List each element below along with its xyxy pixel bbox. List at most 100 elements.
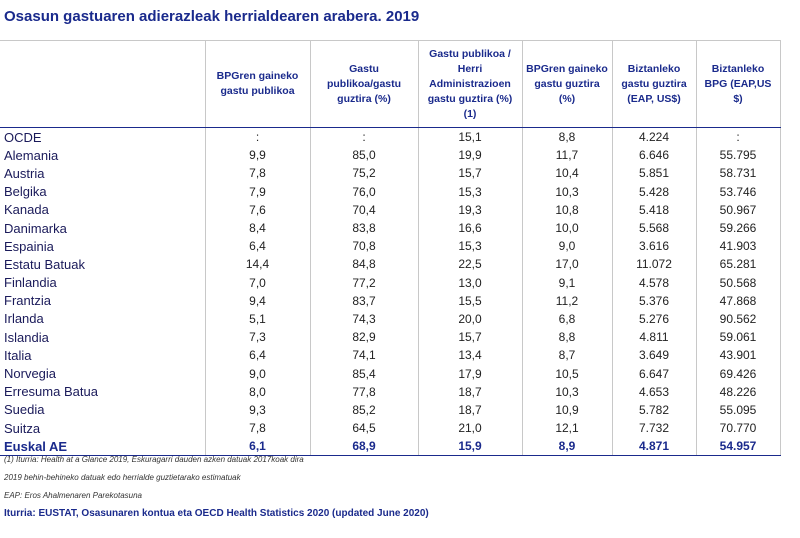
row-label: Belgika bbox=[0, 182, 206, 201]
row-label: Islandia bbox=[0, 328, 206, 347]
row-label: Erresuma Batua bbox=[0, 382, 206, 401]
row-label: Italia bbox=[0, 346, 206, 365]
row-label: Suitza bbox=[0, 419, 206, 438]
cell: 59.061 bbox=[695, 328, 781, 347]
cell: 70,8 bbox=[309, 237, 419, 256]
cell: 70,4 bbox=[309, 200, 419, 219]
cell: 84,8 bbox=[309, 255, 419, 274]
cell: 8,8 bbox=[521, 328, 613, 347]
cell: 82,9 bbox=[309, 328, 419, 347]
row-label: OCDE bbox=[0, 127, 206, 147]
cell: 7,6 bbox=[204, 200, 311, 219]
cell: 6,8 bbox=[521, 309, 613, 329]
cell: 5.376 bbox=[611, 291, 697, 310]
cell: 65.281 bbox=[695, 255, 781, 274]
cell: 6,4 bbox=[204, 237, 311, 256]
table-row: Espainia 6,4 70,8 15,3 9,0 3.616 41.903 bbox=[0, 237, 781, 256]
cell: 10,0 bbox=[521, 218, 613, 238]
cell: 15,1 bbox=[417, 127, 523, 147]
footnote: EAP: Eros Ahalmenaren Parekotasuna bbox=[4, 491, 143, 500]
column-header: Biztanleko gastu guztira (EAP, US$) bbox=[611, 40, 697, 128]
cell: 10,3 bbox=[521, 382, 613, 401]
cell: 3.649 bbox=[611, 346, 697, 365]
table-body: OCDE::15,1 8,8 4.224: Alemania 9,9 85,0 19,9 11… bbox=[0, 127, 781, 457]
cell: 18,7 bbox=[417, 382, 523, 401]
cell: 85,4 bbox=[309, 364, 419, 383]
cell: 11,7 bbox=[521, 146, 613, 165]
cell: 8,8 bbox=[521, 127, 613, 147]
cell: 3.616 bbox=[611, 237, 697, 256]
cell: 54.957 bbox=[695, 437, 781, 457]
row-label: Suedia bbox=[0, 400, 206, 419]
cell: 4.578 bbox=[611, 273, 697, 292]
cell: 5.568 bbox=[611, 218, 697, 238]
row-label: Kanada bbox=[0, 200, 206, 219]
cell: 43.901 bbox=[695, 346, 781, 365]
cell: 17,0 bbox=[521, 255, 613, 274]
cell: : bbox=[309, 127, 419, 147]
cell: 9,0 bbox=[204, 364, 311, 383]
table-row: Erresuma Batua 8,0 77,8 18,7 10,3 4.653 48.226 bbox=[0, 382, 781, 401]
table-row: Finlandia 7,0 77,2 13,0 9,1 4.578 50.568 bbox=[0, 273, 781, 292]
table-row: Euskal AE 6,1 68,9 15,9 8,9 4.871 54.957 bbox=[0, 437, 781, 457]
table-row: Danimarka 8,4 83,8 16,6 10,0 5.568 59.266 bbox=[0, 218, 781, 238]
cell: 5.851 bbox=[611, 164, 697, 183]
table-row: Belgika 7,9 76,0 15,3 10,3 5.428 53.746 bbox=[0, 182, 781, 201]
cell: 7,8 bbox=[204, 164, 311, 183]
row-label: Alemania bbox=[0, 146, 206, 165]
cell: 15,3 bbox=[417, 237, 523, 256]
cell: 11.072 bbox=[611, 255, 697, 274]
cell: 70.770 bbox=[695, 419, 781, 438]
cell: 10,9 bbox=[521, 400, 613, 419]
header-row: BPGren gaineko gastu publikoa Gastu publi… bbox=[0, 40, 781, 128]
cell: 18,7 bbox=[417, 400, 523, 419]
cell: 4.811 bbox=[611, 328, 697, 347]
table-row: Frantzia 9,4 83,7 15,5 11,2 5.376 47.868 bbox=[0, 291, 781, 310]
table-row: Islandia 7,3 82,9 15,7 8,8 4.811 59.061 bbox=[0, 328, 781, 347]
cell: 50.967 bbox=[695, 200, 781, 219]
cell: 76,0 bbox=[309, 182, 419, 201]
cell: 5.276 bbox=[611, 309, 697, 329]
row-label: Danimarka bbox=[0, 218, 206, 238]
cell: 90.562 bbox=[695, 309, 781, 329]
cell: 64,5 bbox=[309, 419, 419, 438]
row-label: Euskal AE bbox=[0, 437, 206, 457]
column-header: BPGren gaineko gastu publikoa bbox=[204, 40, 311, 128]
cell: 58.731 bbox=[695, 164, 781, 183]
cell: 16,6 bbox=[417, 218, 523, 238]
cell: 19,3 bbox=[417, 200, 523, 219]
cell: 50.568 bbox=[695, 273, 781, 292]
cell: 10,5 bbox=[521, 364, 613, 383]
cell: 19,9 bbox=[417, 146, 523, 165]
cell: 11,2 bbox=[521, 291, 613, 310]
cell: 55.095 bbox=[695, 400, 781, 419]
row-label: Finlandia bbox=[0, 273, 206, 292]
cell: 69.426 bbox=[695, 364, 781, 383]
cell: 4.653 bbox=[611, 382, 697, 401]
cell: 8,7 bbox=[521, 346, 613, 365]
cell: 10,3 bbox=[521, 182, 613, 201]
column-header: BPGren gaineko gastu guztira (%) bbox=[521, 40, 613, 128]
cell: 83,8 bbox=[309, 218, 419, 238]
cell: 15,7 bbox=[417, 328, 523, 347]
header-blank bbox=[0, 40, 206, 128]
cell: 9,4 bbox=[204, 291, 311, 310]
source: Iturria: EUSTAT, Osasunaren kontua eta O… bbox=[4, 508, 429, 519]
cell: 59.266 bbox=[695, 218, 781, 238]
table-row: Suedia 9,3 85,2 18,7 10,9 5.782 55.095 bbox=[0, 400, 781, 419]
cell: 41.903 bbox=[695, 237, 781, 256]
cell: 20,0 bbox=[417, 309, 523, 329]
cell: 74,3 bbox=[309, 309, 419, 329]
cell: : bbox=[204, 127, 311, 147]
cell: 14,4 bbox=[204, 255, 311, 274]
row-label: Irlanda bbox=[0, 309, 206, 329]
column-header: Biztanleko BPG (EAP,US $) bbox=[695, 40, 781, 128]
cell: 6.647 bbox=[611, 364, 697, 383]
cell: 77,8 bbox=[309, 382, 419, 401]
cell: 12,1 bbox=[521, 419, 613, 438]
cell: 83,7 bbox=[309, 291, 419, 310]
cell: 85,0 bbox=[309, 146, 419, 165]
table-row: OCDE::15,1 8,8 4.224: bbox=[0, 127, 781, 147]
table-row: Alemania 9,9 85,0 19,9 11,7 6.646 55.795 bbox=[0, 146, 781, 165]
